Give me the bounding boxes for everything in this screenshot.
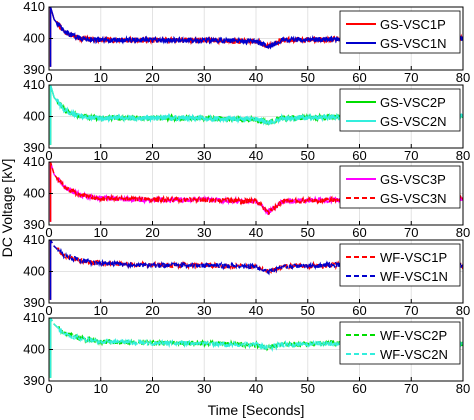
legend: GS-VSC3P GS-VSC3N <box>339 165 461 209</box>
panel-2: 0 10 20 30 40 50 60 70 80390400410GS-VSC2PGS-VSC… <box>23 77 470 163</box>
y-tick-label: 390 <box>23 62 45 77</box>
legend: GS-VSC2P GS-VSC2N <box>339 88 461 132</box>
x-tick-label: 0 <box>45 303 52 318</box>
y-tick-label: 390 <box>23 295 45 310</box>
x-tick-label: 0 <box>45 381 52 396</box>
x-tick-label: 70 <box>404 70 418 85</box>
legend-box <box>339 10 461 54</box>
legend-label: WF-VSC1N <box>380 269 448 284</box>
x-tick-label: 70 <box>404 225 418 240</box>
x-tick-label: 20 <box>145 381 159 396</box>
x-tick-label: 10 <box>94 148 108 163</box>
legend-label: WF-VSC1P <box>380 250 447 265</box>
y-tick-label: 400 <box>23 342 45 357</box>
x-tick-label: 70 <box>404 148 418 163</box>
y-tick-label: 390 <box>23 140 45 155</box>
x-tick-label: 30 <box>197 225 211 240</box>
x-tick-label: 50 <box>301 303 315 318</box>
x-tick-label: 10 <box>94 381 108 396</box>
x-tick-label: 60 <box>352 303 366 318</box>
x-tick-label: 60 <box>352 225 366 240</box>
x-tick-label: 60 <box>352 381 366 396</box>
x-axis-label: Time [Seconds] <box>208 402 305 418</box>
x-tick-label: 70 <box>404 303 418 318</box>
x-tick-label: 10 <box>94 70 108 85</box>
x-tick-label: 60 <box>352 70 366 85</box>
x-tick-label: 0 <box>45 225 52 240</box>
x-tick-label: 20 <box>145 303 159 318</box>
x-tick-label: 40 <box>249 225 263 240</box>
x-tick-label: 30 <box>197 381 211 396</box>
y-tick-label: 390 <box>23 373 45 388</box>
y-tick-label: 410 <box>23 154 45 169</box>
legend: WF-VSC1P WF-VSC1N <box>339 243 461 287</box>
x-tick-label: 20 <box>145 225 159 240</box>
y-tick-label: 410 <box>23 0 45 14</box>
x-tick-label: 80 <box>456 225 470 240</box>
x-tick-label: 80 <box>456 148 470 163</box>
x-tick-label: 20 <box>145 148 159 163</box>
x-tick-label: 50 <box>301 381 315 396</box>
legend-box <box>339 165 461 209</box>
legend-label: GS-VSC2N <box>380 114 446 129</box>
x-tick-label: 40 <box>249 381 263 396</box>
legend-box <box>339 321 461 365</box>
x-tick-label: 0 <box>45 70 52 85</box>
x-tick-label: 50 <box>301 148 315 163</box>
legend-label: WF-VSC2N <box>380 347 448 362</box>
x-tick-label: 10 <box>94 303 108 318</box>
panel-4: 0 10 20 30 40 50 60 70 80390400410WF-VSC1PWF-VSC… <box>23 232 470 318</box>
x-tick-label: 10 <box>94 225 108 240</box>
legend-label: GS-VSC1N <box>380 36 446 51</box>
x-tick-label: 30 <box>197 303 211 318</box>
legend-box <box>339 243 461 287</box>
y-tick-label: 390 <box>23 217 45 232</box>
y-axis-label: DC Voltage [kV] <box>0 159 15 258</box>
legend-label: GS-VSC1P <box>380 17 446 32</box>
x-tick-label: 80 <box>456 303 470 318</box>
x-tick-label: 0 <box>45 148 52 163</box>
x-tick-label: 30 <box>197 148 211 163</box>
y-tick-label: 400 <box>23 186 45 201</box>
y-tick-label: 410 <box>23 232 45 247</box>
x-tick-label: 40 <box>249 303 263 318</box>
y-tick-label: 410 <box>23 77 45 92</box>
x-tick-label: 30 <box>197 70 211 85</box>
panel-3: 0 10 20 30 40 50 60 70 80390400410GS-VSC3PGS-VSC… <box>23 154 470 240</box>
legend: WF-VSC2P WF-VSC2N <box>339 321 461 365</box>
y-tick-label: 400 <box>23 264 45 279</box>
legend-label: GS-VSC3N <box>380 191 446 206</box>
legend-label: WF-VSC2P <box>380 328 447 343</box>
y-tick-label: 400 <box>23 31 45 46</box>
x-tick-label: 70 <box>404 381 418 396</box>
panels-group: 0 10 20 30 40 50 60 70 80390400410GS-VSC1PGS-VSC… <box>23 0 470 396</box>
x-tick-label: 50 <box>301 225 315 240</box>
x-tick-label: 40 <box>249 148 263 163</box>
x-tick-label: 20 <box>145 70 159 85</box>
panel-5: 0 10 20 30 40 50 60 70 80390400410WF-VSC2PWF-VSC… <box>23 310 470 396</box>
legend-box <box>339 88 461 132</box>
legend: GS-VSC1P GS-VSC1N <box>339 10 461 54</box>
panel-1: 0 10 20 30 40 50 60 70 80390400410GS-VSC1PGS-VSC… <box>23 0 470 85</box>
x-tick-label: 40 <box>249 70 263 85</box>
x-tick-label: 80 <box>456 381 470 396</box>
x-tick-label: 60 <box>352 148 366 163</box>
legend-label: GS-VSC2P <box>380 95 446 110</box>
x-tick-label: 50 <box>301 70 315 85</box>
x-tick-label: 80 <box>456 70 470 85</box>
legend-label: GS-VSC3P <box>380 172 446 187</box>
y-tick-label: 410 <box>23 310 45 325</box>
series-line <box>49 318 463 353</box>
y-tick-label: 400 <box>23 109 45 124</box>
